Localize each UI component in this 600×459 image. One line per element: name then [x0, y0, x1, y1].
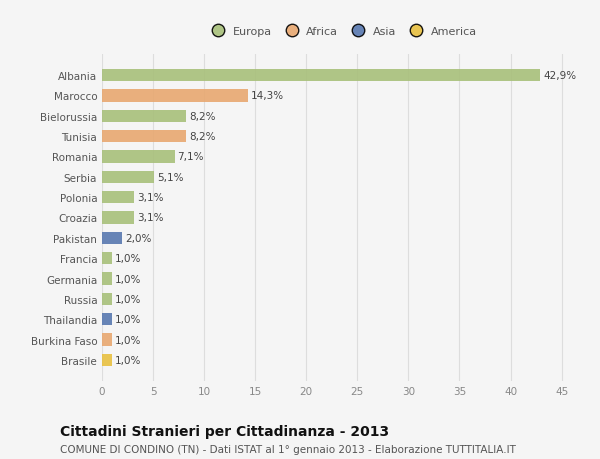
Text: 2,0%: 2,0%: [125, 233, 152, 243]
Bar: [102, 252, 112, 265]
Bar: [102, 90, 248, 102]
Text: 1,0%: 1,0%: [115, 274, 142, 284]
Text: 1,0%: 1,0%: [115, 314, 142, 325]
Bar: [102, 131, 186, 143]
Text: 3,1%: 3,1%: [137, 193, 163, 203]
Text: 3,1%: 3,1%: [137, 213, 163, 223]
Text: 8,2%: 8,2%: [189, 132, 215, 142]
Text: 1,0%: 1,0%: [115, 254, 142, 263]
Text: 5,1%: 5,1%: [157, 173, 184, 182]
Bar: [102, 354, 112, 366]
Bar: [102, 212, 134, 224]
Bar: [102, 293, 112, 305]
Text: 8,2%: 8,2%: [189, 112, 215, 122]
Bar: [102, 192, 134, 204]
Text: 1,0%: 1,0%: [115, 355, 142, 365]
Bar: [102, 313, 112, 325]
Legend: Europa, Africa, Asia, America: Europa, Africa, Asia, America: [205, 25, 479, 39]
Text: COMUNE DI CONDINO (TN) - Dati ISTAT al 1° gennaio 2013 - Elaborazione TUTTITALIA: COMUNE DI CONDINO (TN) - Dati ISTAT al 1…: [60, 444, 516, 454]
Bar: [102, 171, 154, 184]
Bar: [102, 273, 112, 285]
Bar: [102, 111, 186, 123]
Text: 7,1%: 7,1%: [178, 152, 204, 162]
Text: 42,9%: 42,9%: [543, 71, 577, 81]
Text: 1,0%: 1,0%: [115, 294, 142, 304]
Bar: [102, 232, 122, 244]
Text: Cittadini Stranieri per Cittadinanza - 2013: Cittadini Stranieri per Cittadinanza - 2…: [60, 425, 389, 438]
Bar: [102, 151, 175, 163]
Bar: [102, 70, 540, 82]
Bar: [102, 334, 112, 346]
Text: 14,3%: 14,3%: [251, 91, 284, 101]
Text: 1,0%: 1,0%: [115, 335, 142, 345]
